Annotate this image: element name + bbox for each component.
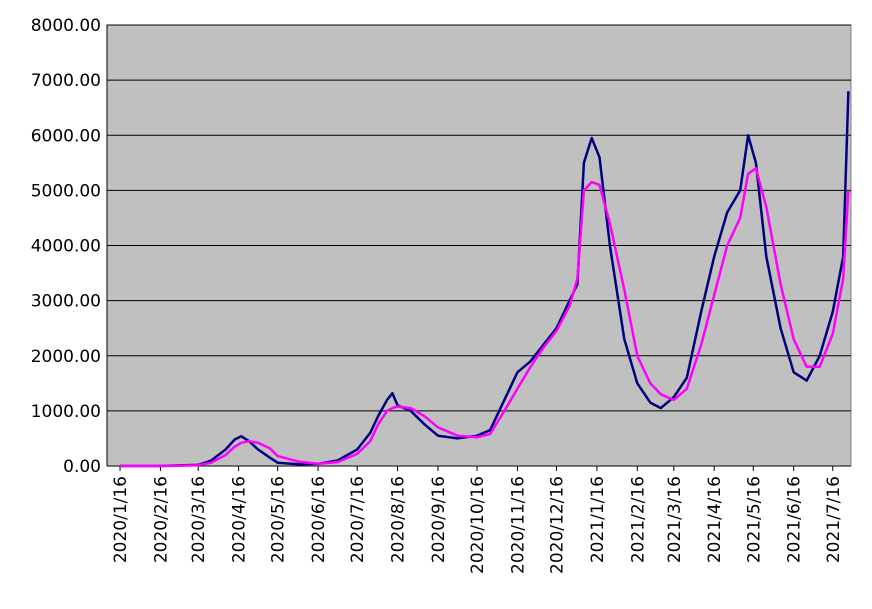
- y-tick-label: 4000.00: [31, 237, 101, 257]
- x-tick-label: 2021/6/16: [785, 476, 805, 563]
- x-tick-label: 2021/4/16: [705, 476, 725, 563]
- x-tick-label: 2020/4/16: [230, 476, 250, 563]
- x-tick-label: 2021/2/16: [628, 476, 648, 563]
- y-tick-label: 6000.00: [31, 126, 101, 146]
- y-tick-label: 5000.00: [31, 181, 101, 201]
- x-tick-label: 2021/5/16: [744, 476, 764, 563]
- x-tick-label: 2020/9/16: [429, 476, 449, 563]
- x-tick-label: 2020/8/16: [389, 476, 409, 563]
- x-tick-label: 2020/6/16: [309, 476, 329, 563]
- x-tick-label: 2020/7/16: [348, 476, 368, 563]
- y-tick-label: 8000.00: [31, 16, 101, 36]
- x-tick-label: 2020/3/16: [189, 476, 209, 563]
- x-tick-label: 2020/12/16: [548, 476, 568, 574]
- series-line: [120, 167, 850, 468]
- series-line: [120, 91, 850, 468]
- x-tick-label: 2020/11/16: [508, 476, 528, 574]
- y-tick-label: 0.00: [63, 457, 101, 477]
- x-tick-label: 2021/3/16: [665, 476, 685, 563]
- y-tick-label: 7000.00: [31, 71, 101, 91]
- x-tick-label: 2020/1/16: [111, 476, 131, 563]
- y-tick-label: 3000.00: [31, 292, 101, 312]
- x-tick-label: 2021/7/16: [824, 476, 844, 563]
- x-tick-label: 2020/5/16: [269, 476, 289, 563]
- x-tick-label: 2020/2/16: [151, 476, 171, 563]
- x-tick-label: 2021/1/16: [588, 476, 608, 563]
- x-tick-label: 2020/10/16: [468, 476, 488, 574]
- y-tick-label: 1000.00: [31, 402, 101, 422]
- y-tick-label: 2000.00: [31, 347, 101, 367]
